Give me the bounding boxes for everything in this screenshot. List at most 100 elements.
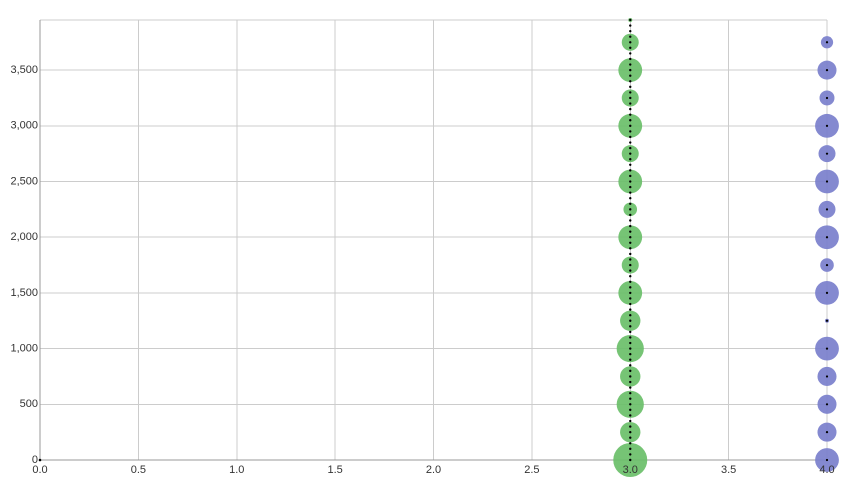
data-dot bbox=[629, 68, 632, 72]
data-dot bbox=[825, 236, 829, 239]
data-dot bbox=[629, 52, 632, 55]
data-dot bbox=[629, 191, 632, 194]
data-dot bbox=[629, 302, 632, 306]
data-dot bbox=[825, 319, 829, 322]
data-dot bbox=[629, 397, 632, 400]
data-dot bbox=[629, 158, 632, 161]
y-tick-label: 2,500 bbox=[10, 175, 38, 187]
data-dot bbox=[629, 263, 632, 267]
data-dot bbox=[825, 263, 829, 267]
x-tick-label: 0.0 bbox=[32, 464, 47, 476]
data-dot bbox=[629, 252, 632, 256]
data-dot bbox=[629, 208, 632, 211]
data-dot bbox=[629, 319, 632, 322]
x-tick-label: 4.0 bbox=[819, 464, 834, 476]
data-dot bbox=[629, 269, 632, 272]
data-dot bbox=[825, 180, 829, 183]
data-dot bbox=[629, 391, 632, 395]
data-dot bbox=[629, 325, 632, 328]
data-dot bbox=[629, 352, 632, 356]
x-tick-label: 2.5 bbox=[524, 464, 539, 476]
data-dot bbox=[629, 146, 632, 150]
data-dot bbox=[629, 141, 632, 144]
data-dot bbox=[629, 291, 632, 295]
data-dot bbox=[629, 202, 632, 205]
data-dot bbox=[629, 330, 632, 334]
data-dot bbox=[629, 169, 632, 172]
y-tick-label: 3,000 bbox=[10, 120, 38, 132]
data-dot bbox=[629, 180, 632, 183]
data-dot bbox=[629, 280, 632, 283]
data-dot bbox=[629, 46, 632, 50]
data-dot bbox=[825, 41, 829, 44]
data-dot bbox=[629, 375, 632, 378]
data-dot bbox=[825, 152, 829, 155]
data-dot bbox=[629, 102, 632, 105]
y-tick-labels: 0 500 1,000 1,500 2,000 2,500 3,000 3,500 bbox=[10, 64, 38, 466]
data-dot bbox=[629, 258, 632, 261]
x-tick-label: 1.0 bbox=[229, 464, 244, 476]
data-dot bbox=[629, 41, 632, 44]
data-dot bbox=[629, 135, 632, 139]
data-dot bbox=[629, 152, 632, 155]
data-dot bbox=[629, 308, 632, 311]
data-dot bbox=[629, 386, 632, 389]
data-dot bbox=[629, 364, 632, 367]
data-dot bbox=[629, 219, 632, 222]
origin-dot bbox=[38, 458, 42, 462]
x-tick-label: 2.0 bbox=[426, 464, 441, 476]
data-dot bbox=[629, 18, 632, 22]
y-tick-label: 500 bbox=[20, 398, 38, 410]
data-dot bbox=[629, 341, 632, 345]
data-dot bbox=[629, 447, 632, 451]
data-dot bbox=[629, 85, 632, 89]
data-dot bbox=[629, 286, 632, 289]
data-dot bbox=[629, 113, 632, 116]
y-tick-label: 1,000 bbox=[10, 343, 38, 355]
y-tick-label: 1,500 bbox=[10, 287, 38, 299]
data-dot bbox=[825, 403, 829, 406]
data-dot bbox=[629, 124, 632, 128]
data-dot bbox=[629, 197, 632, 200]
data-dot bbox=[629, 347, 632, 350]
x-tick-label: 3.0 bbox=[623, 464, 638, 476]
data-dot bbox=[629, 458, 632, 462]
data-dot bbox=[629, 380, 632, 384]
data-dot bbox=[825, 208, 829, 211]
data-dot bbox=[629, 185, 632, 189]
data-series bbox=[38, 17, 839, 477]
data-dot bbox=[629, 241, 632, 244]
data-dot bbox=[825, 69, 829, 72]
y-tick-label: 0 bbox=[32, 454, 38, 466]
data-dot bbox=[629, 414, 632, 417]
data-dot bbox=[629, 275, 632, 278]
data-dot bbox=[825, 431, 829, 434]
data-dot bbox=[825, 124, 829, 127]
data-dot bbox=[825, 291, 829, 295]
data-dot bbox=[629, 80, 632, 83]
data-dot bbox=[629, 63, 632, 66]
grid bbox=[39, 20, 828, 461]
data-dot bbox=[629, 107, 632, 111]
data-dot bbox=[629, 163, 632, 167]
axes bbox=[39, 19, 827, 461]
data-dot bbox=[629, 425, 632, 428]
data-dot bbox=[629, 96, 632, 100]
data-dot bbox=[629, 91, 632, 94]
data-dot bbox=[629, 35, 632, 38]
data-dot bbox=[629, 442, 632, 445]
data-dot bbox=[629, 74, 632, 77]
data-dot bbox=[629, 24, 632, 27]
data-dot bbox=[629, 236, 632, 239]
data-dot bbox=[629, 57, 632, 61]
series-1 bbox=[613, 17, 648, 477]
data-dot bbox=[629, 358, 632, 361]
data-dot bbox=[629, 436, 632, 439]
data-dot bbox=[629, 369, 632, 373]
data-dot bbox=[629, 213, 632, 217]
data-dot bbox=[629, 29, 632, 33]
data-dot bbox=[629, 313, 632, 317]
x-tick-label: 3.5 bbox=[721, 464, 736, 476]
